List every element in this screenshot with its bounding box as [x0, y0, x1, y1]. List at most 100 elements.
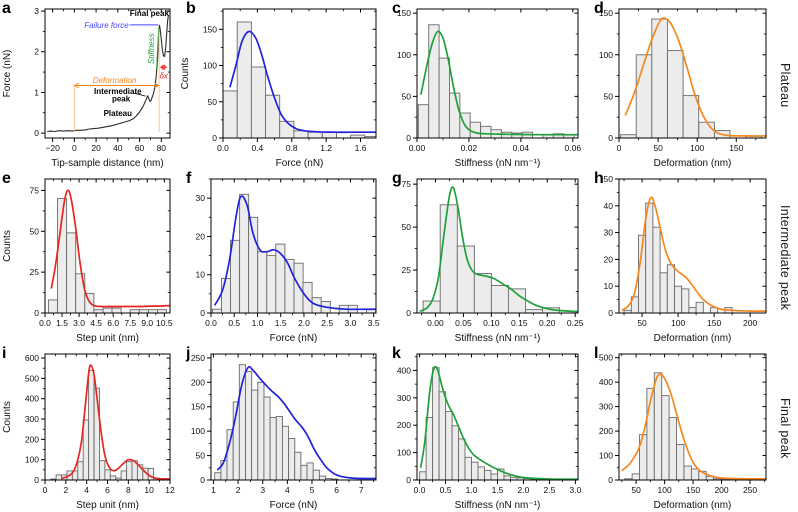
bar [661, 395, 670, 480]
panel-b-letter: b [186, 0, 196, 17]
annotation-text: Plateau [104, 109, 133, 118]
y-tick-label: 0 [34, 475, 39, 485]
y-tick-label: 600 [25, 353, 39, 363]
panel-c-letter: c [392, 0, 401, 17]
annotation-text: peak [112, 95, 131, 104]
y-tick-label: 100 [191, 426, 205, 436]
plot-area [47, 189, 170, 313]
bar [438, 391, 447, 480]
bar [239, 193, 250, 313]
bar [428, 24, 440, 138]
panel-e-letter: e [2, 170, 11, 187]
panel-l: l 50 100 150 200 250 0 100 200 300 400 500 Deformat… [586, 345, 774, 512]
bar [102, 307, 113, 313]
y-tick-label: 50 [402, 222, 412, 232]
bar [438, 57, 450, 138]
x-axis-label: Stiffness (nN nm⁻¹) [455, 158, 541, 169]
y-tick-label: 25 [402, 265, 412, 275]
chart-svg-l: 50 100 150 200 250 0 100 200 300 400 500 Deformatio… [599, 353, 767, 511]
bar [126, 461, 133, 480]
y-tick-label: 50 [402, 91, 412, 101]
bar [674, 285, 683, 313]
bar [464, 456, 472, 480]
plot-area [419, 365, 578, 480]
axes: 0.00 0.02 0.04 0.06 0 50 100 150 [397, 8, 582, 153]
panel-l-letter: l [594, 345, 599, 362]
bar [104, 469, 111, 480]
x-tick-label: 150 [686, 485, 700, 495]
x-tick-label: 0.05 [455, 318, 472, 328]
panel-a-plot: Final peak Failure force Stiffness Deformat… [0, 0, 178, 170]
row-label-final-peak: Final peak [778, 398, 792, 459]
x-tick-label: 0.0 [217, 143, 229, 153]
bar [318, 475, 327, 480]
bar [652, 226, 661, 313]
x-tick-label: 1.0 [466, 485, 478, 495]
x-axis-label: Force (nN) [270, 333, 318, 344]
y-tick-label: 3 [34, 6, 39, 16]
y-tick-label: 0 [34, 308, 39, 318]
x-axis-label: Force (nN) [270, 500, 318, 511]
annotation-text: Final peak [130, 9, 170, 18]
bar [257, 381, 265, 480]
x-tick-label: −20 [45, 143, 60, 153]
x-tick-label: 60 [135, 143, 145, 153]
y-tick-label: 10 [604, 281, 614, 291]
bar [223, 90, 238, 138]
bar [211, 308, 222, 313]
bar [245, 371, 253, 480]
chart-svg-h: 50 100 150 200 0 10 20 30 40 50 Deformation (nm) [604, 174, 767, 344]
x-tick-label: 0.06 [565, 143, 582, 153]
x-tick-label: 2.0 [298, 318, 310, 328]
x-axis-label: Deformation (nm) [654, 158, 732, 169]
bar [688, 307, 697, 313]
x-tick-label: 250 [743, 485, 757, 495]
x-tick-label: 0 [43, 485, 48, 495]
panel-g: g 0.00 0.05 0.10 0.15 0.20 0.25 0 25 50 75 Stiffne… [384, 170, 586, 345]
fit-curve [419, 186, 578, 313]
bar [293, 262, 304, 313]
x-axis-label: Stiffness (nN nm⁻¹) [455, 333, 541, 344]
y-tick-label: 500 [25, 373, 39, 383]
x-tick-label: 100 [671, 318, 685, 328]
x-tick-label: 200 [714, 485, 728, 495]
bar [293, 130, 309, 138]
bar [220, 460, 228, 480]
y-tick-label: 0 [200, 475, 205, 485]
x-tick-label: 2 [236, 485, 241, 495]
x-tick-label: 0.5 [440, 485, 452, 495]
y-tick-label: 0 [406, 308, 411, 318]
x-tick-label: 0.5 [228, 318, 240, 328]
y-tick-label: 0 [608, 308, 613, 318]
bar [503, 475, 511, 480]
bar [651, 18, 668, 138]
y-tick-label: 500 [599, 353, 613, 363]
bar [451, 425, 460, 480]
bar [263, 396, 271, 480]
y-tick-label: 200 [25, 434, 39, 444]
x-tick-label: 100 [657, 485, 671, 495]
bar [469, 121, 482, 138]
x-tick-label: 0.10 [483, 318, 500, 328]
force-trace [47, 15, 169, 133]
x-tick-label: 150 [707, 318, 721, 328]
histogram-bars [47, 198, 168, 313]
arrowhead [73, 82, 80, 89]
y-tick-label: 30 [196, 193, 206, 203]
bar [497, 468, 505, 480]
y-tick-label: 0 [406, 133, 411, 143]
bar [275, 416, 283, 480]
chart-svg-e: 0.0 1.5 3.0 4.5 6.0 7.5 9.0 10.5 0 25 50 75 Step uni… [2, 178, 173, 344]
y-tick-label: 200 [599, 426, 613, 436]
x-tick-label: 0.0 [414, 485, 426, 495]
bar [55, 474, 62, 480]
row-label-intermediate-peak: Intermediate peak [778, 204, 792, 311]
bar [668, 417, 677, 480]
x-tick-label: 8 [126, 485, 131, 495]
y-tick-label: 100 [397, 448, 411, 458]
x-axis-label: Stiffness (nN nm⁻¹) [455, 500, 541, 511]
panel-a-letter: a [2, 0, 11, 17]
x-axis-label: Step unit (nm) [76, 500, 139, 511]
bar [111, 307, 122, 313]
x-tick-label: 1 [211, 485, 216, 495]
